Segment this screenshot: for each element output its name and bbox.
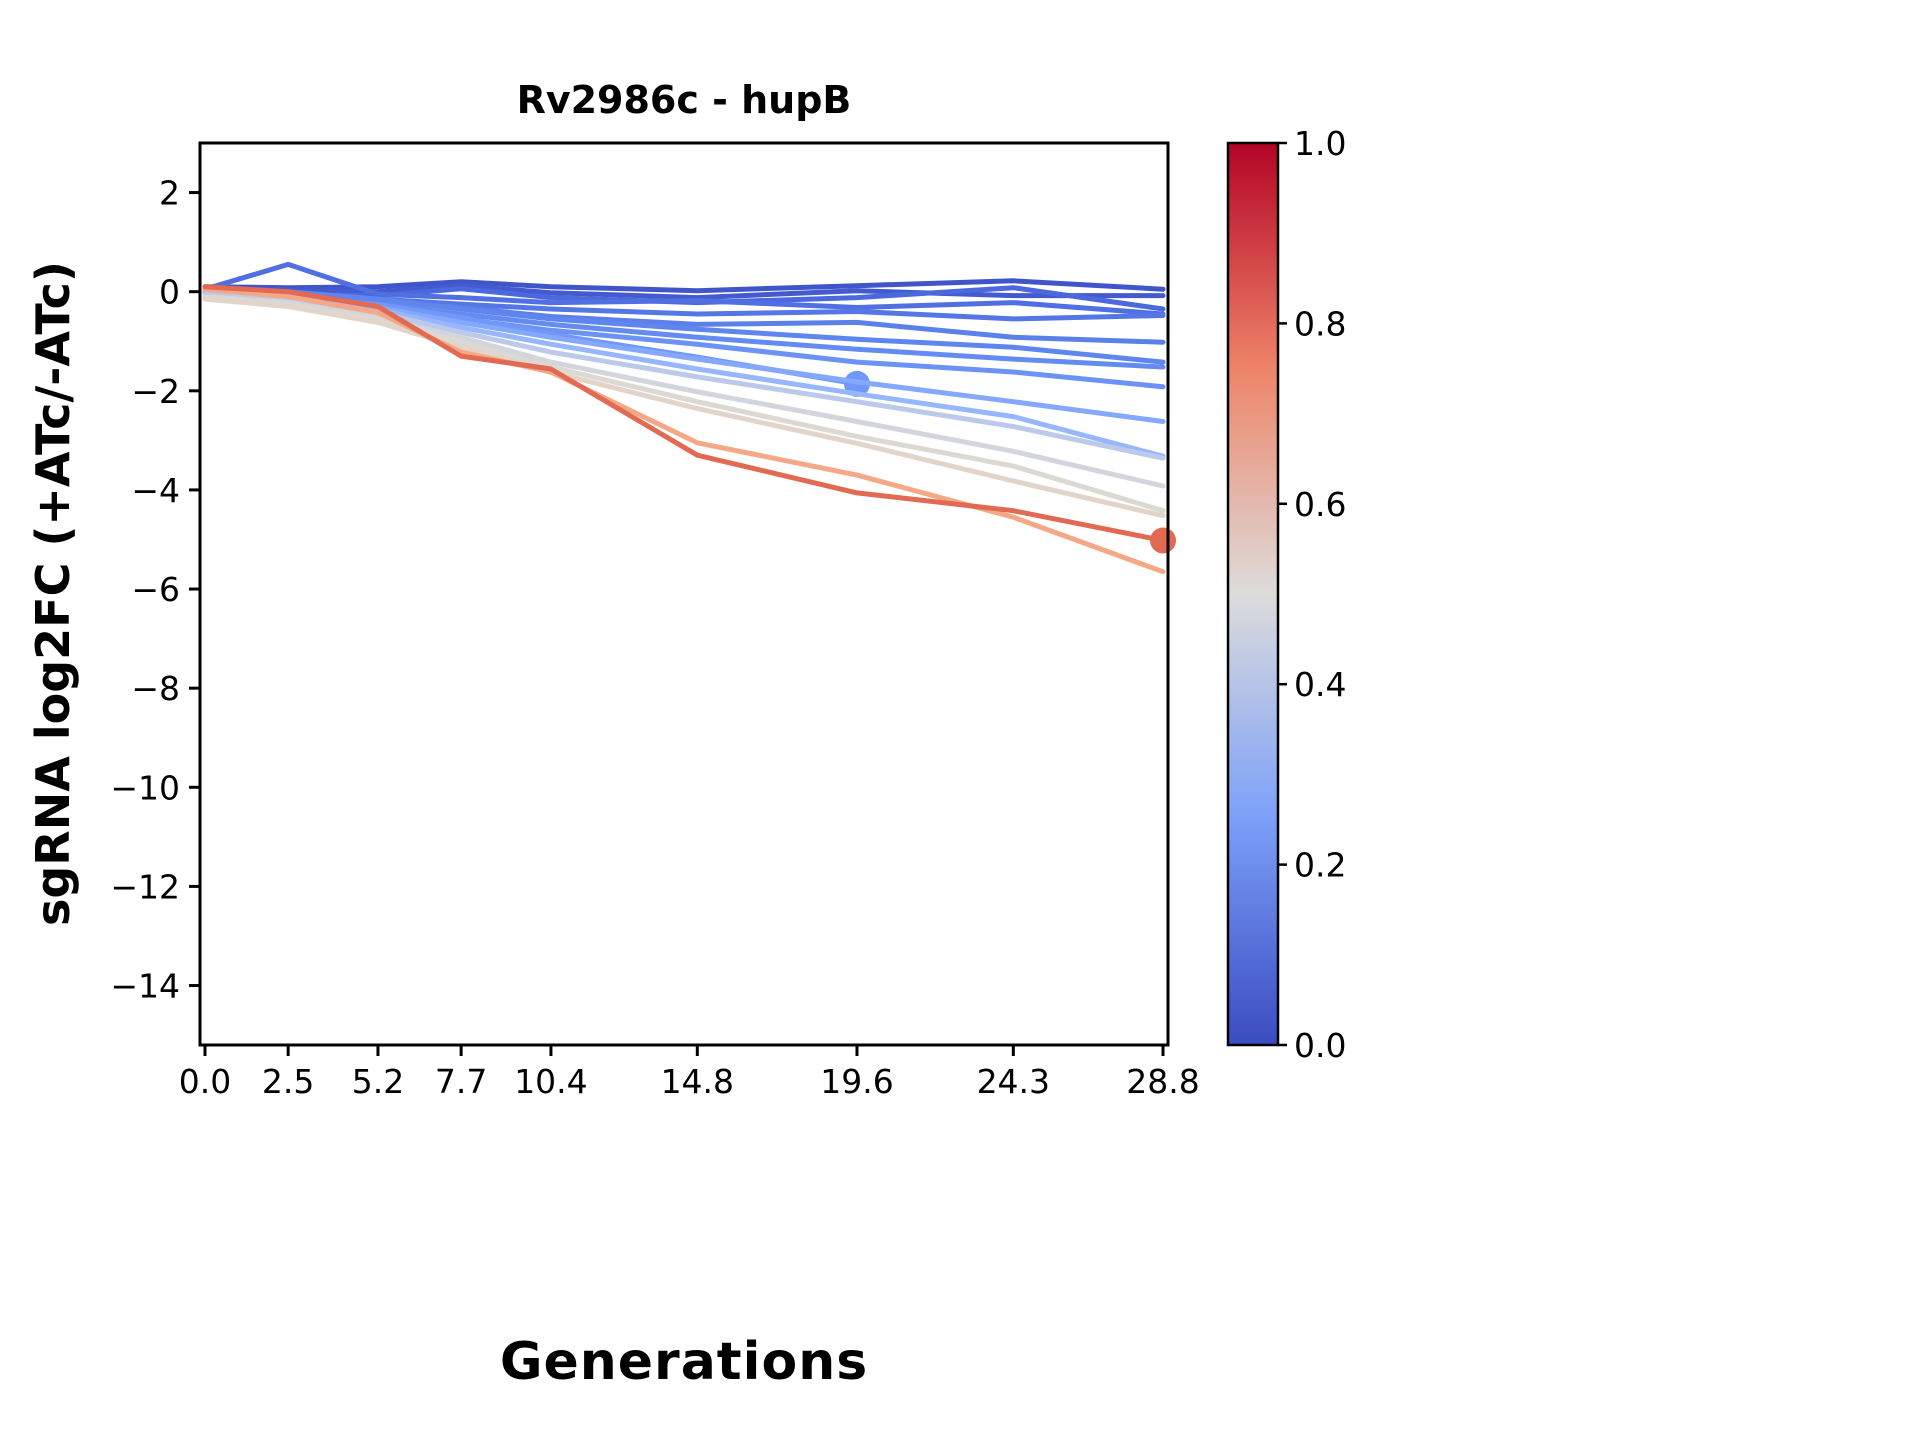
x-tick-label-8: 28.8 — [1126, 1062, 1199, 1101]
y-tick-label-3: −4 — [131, 471, 180, 510]
x-axis-label: Generations — [499, 1332, 869, 1392]
chart-title: Rv2986c - hupB — [516, 78, 852, 122]
series-end-marker-17 — [1150, 527, 1177, 554]
y-tick-label-8: −14 — [110, 967, 180, 1006]
x-tick-label-6: 19.6 — [820, 1062, 893, 1101]
plot-area — [200, 143, 1168, 1045]
y-tick-label-0: 2 — [159, 174, 180, 213]
colorbar-gradient — [1228, 143, 1278, 1045]
series-line-17 — [202, 284, 1166, 543]
series-line-3 — [202, 261, 1166, 317]
y-tick-label-1: 0 — [159, 273, 180, 312]
series-line-0 — [202, 278, 1166, 294]
colorbar-tick-label-2: 0.6 — [1294, 485, 1346, 524]
x-tick-label-2: 5.2 — [352, 1062, 404, 1101]
x-tick-label-0: 0.0 — [179, 1062, 231, 1101]
y-axis-label: sgRNA log2FC (+ATc/-ATc) — [26, 261, 80, 927]
y-tick-label-5: −8 — [131, 669, 180, 708]
colorbar-frame — [1226, 141, 1280, 1047]
series-line-1 — [202, 283, 1166, 301]
y-tick-label-6: −10 — [110, 768, 180, 807]
colorbar-tick-label-4: 0.2 — [1294, 846, 1346, 885]
x-tick-label-7: 24.3 — [977, 1062, 1050, 1101]
x-tick-label-5: 14.8 — [661, 1062, 734, 1101]
x-tick-label-1: 2.5 — [262, 1062, 314, 1101]
y-tick-label-2: −2 — [131, 372, 180, 411]
x-tick-label-4: 10.4 — [514, 1062, 587, 1101]
x-tick-label-3: 7.7 — [435, 1062, 487, 1101]
y-tick-label-7: −12 — [110, 867, 180, 906]
colorbar-tick-label-0: 1.0 — [1294, 124, 1346, 163]
y-tick-label-4: −6 — [131, 570, 180, 609]
colorbar-tick-label-5: 0.0 — [1294, 1026, 1346, 1065]
plot-frame — [198, 141, 1170, 1047]
colorbar-tick-label-1: 0.8 — [1294, 304, 1346, 343]
colorbar-tick-label-3: 0.4 — [1294, 665, 1346, 704]
